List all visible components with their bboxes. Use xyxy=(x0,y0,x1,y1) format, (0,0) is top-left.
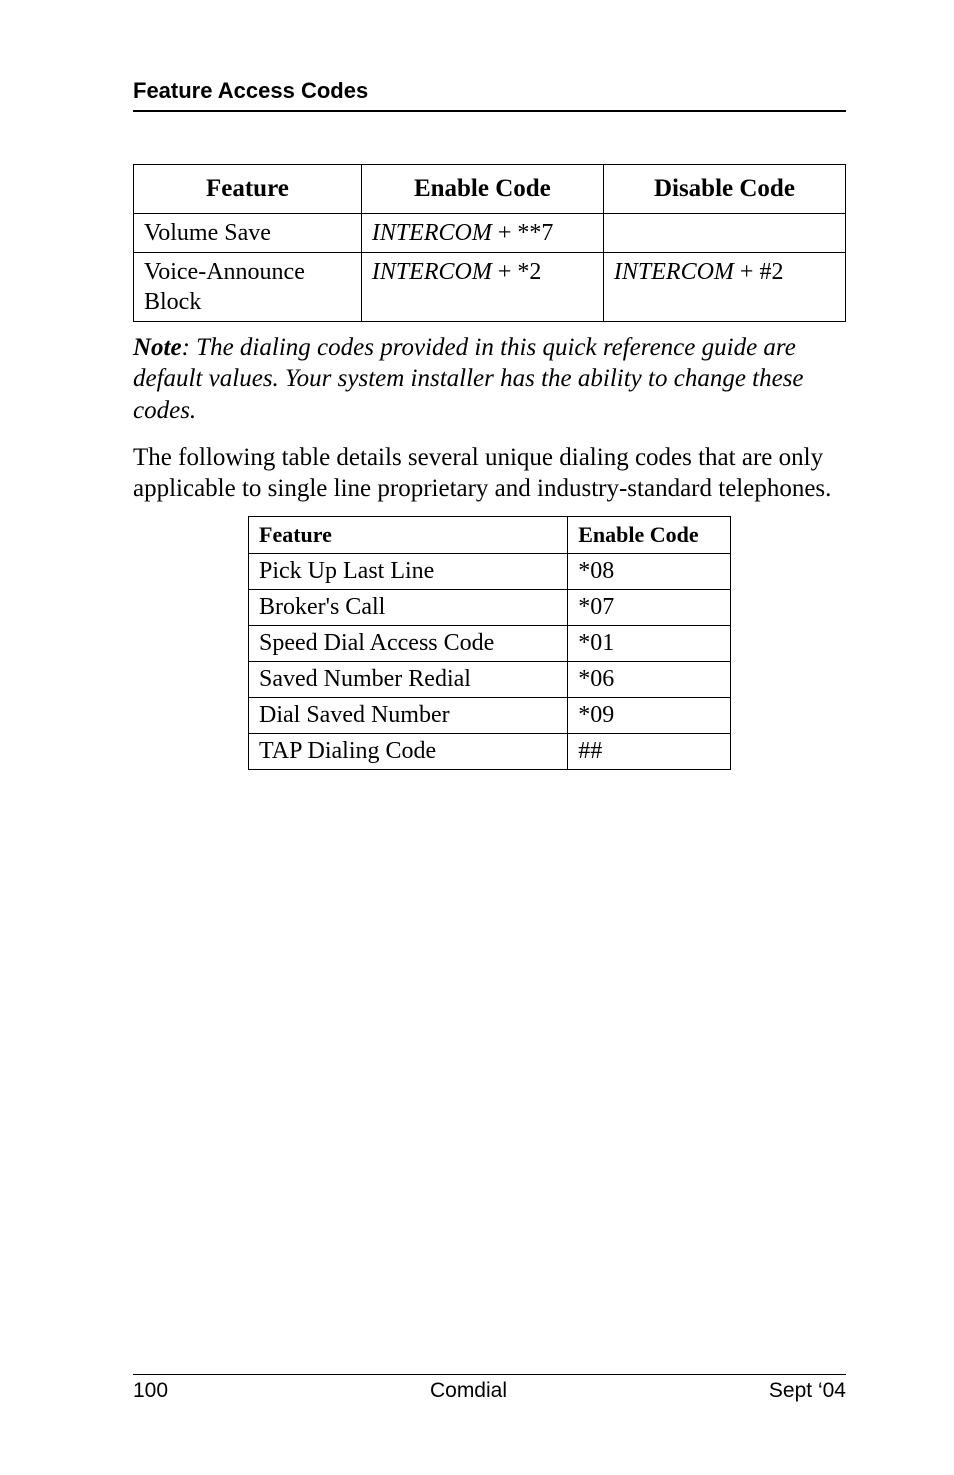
col-header-enable: Enable Code xyxy=(361,165,603,214)
cell-code: *09 xyxy=(568,698,731,734)
cell-disable: INTERCOM + #2 xyxy=(603,253,845,322)
note-bold: Note xyxy=(133,334,182,361)
intercom-italic: INTERCOM xyxy=(372,220,492,246)
col-header-code: Enable Code xyxy=(568,517,731,554)
cell-code: ## xyxy=(568,734,731,770)
cell-enable: INTERCOM + **7 xyxy=(361,214,603,253)
cell-code: *01 xyxy=(568,626,731,662)
page-footer: 100 Comdial Sept ‘04 xyxy=(133,1374,846,1403)
note-rest: : The dialing codes provided in this qui… xyxy=(133,334,804,424)
header-rule xyxy=(133,110,846,112)
table-header-row: Feature Enable Code Disable Code xyxy=(134,165,846,214)
body-paragraph: The following table details several uniq… xyxy=(133,442,846,505)
note-paragraph: Note: The dialing codes provided in this… xyxy=(133,332,846,426)
feature-codes-table: Feature Enable Code Disable Code Volume … xyxy=(133,164,846,322)
cell-feature: Dial Saved Number xyxy=(249,698,568,734)
cell-feature: Broker's Call xyxy=(249,590,568,626)
cell-feature: TAP Dialing Code xyxy=(249,734,568,770)
cell-feature: Voice-Announce Block xyxy=(134,253,362,322)
cell-code: *07 xyxy=(568,590,731,626)
table-row: Volume Save INTERCOM + **7 xyxy=(134,214,846,253)
slt-codes-table: Feature Enable Code Pick Up Last Line *0… xyxy=(248,516,731,770)
cell-feature: Saved Number Redial xyxy=(249,662,568,698)
code-suffix: + **7 xyxy=(492,220,554,246)
code-suffix: + #2 xyxy=(734,259,784,285)
table2-wrapper: Feature Enable Code Pick Up Last Line *0… xyxy=(133,516,846,770)
footer-right: Sept ‘04 xyxy=(769,1379,846,1403)
intercom-italic: INTERCOM xyxy=(372,259,492,285)
cell-feature: Speed Dial Access Code xyxy=(249,626,568,662)
table-row: Dial Saved Number *09 xyxy=(249,698,731,734)
table-header-row: Feature Enable Code xyxy=(249,517,731,554)
footer-center: Comdial xyxy=(430,1379,507,1403)
cell-feature: Volume Save xyxy=(134,214,362,253)
table-row: Voice-Announce Block INTERCOM + *2 INTER… xyxy=(134,253,846,322)
col-header-feature: Feature xyxy=(134,165,362,214)
table-row: Broker's Call *07 xyxy=(249,590,731,626)
cell-enable: INTERCOM + *2 xyxy=(361,253,603,322)
page-number: 100 xyxy=(133,1379,168,1403)
footer-row: 100 Comdial Sept ‘04 xyxy=(133,1379,846,1403)
table-row: Pick Up Last Line *08 xyxy=(249,554,731,590)
table-row: Saved Number Redial *06 xyxy=(249,662,731,698)
col-header-feature: Feature xyxy=(249,517,568,554)
cell-disable xyxy=(603,214,845,253)
section-header: Feature Access Codes xyxy=(133,78,846,104)
cell-code: *08 xyxy=(568,554,731,590)
code-suffix: + *2 xyxy=(492,259,542,285)
table-row: Speed Dial Access Code *01 xyxy=(249,626,731,662)
footer-rule xyxy=(133,1374,846,1375)
cell-feature: Pick Up Last Line xyxy=(249,554,568,590)
table-row: TAP Dialing Code ## xyxy=(249,734,731,770)
intercom-italic: INTERCOM xyxy=(614,259,734,285)
col-header-disable: Disable Code xyxy=(603,165,845,214)
cell-code: *06 xyxy=(568,662,731,698)
